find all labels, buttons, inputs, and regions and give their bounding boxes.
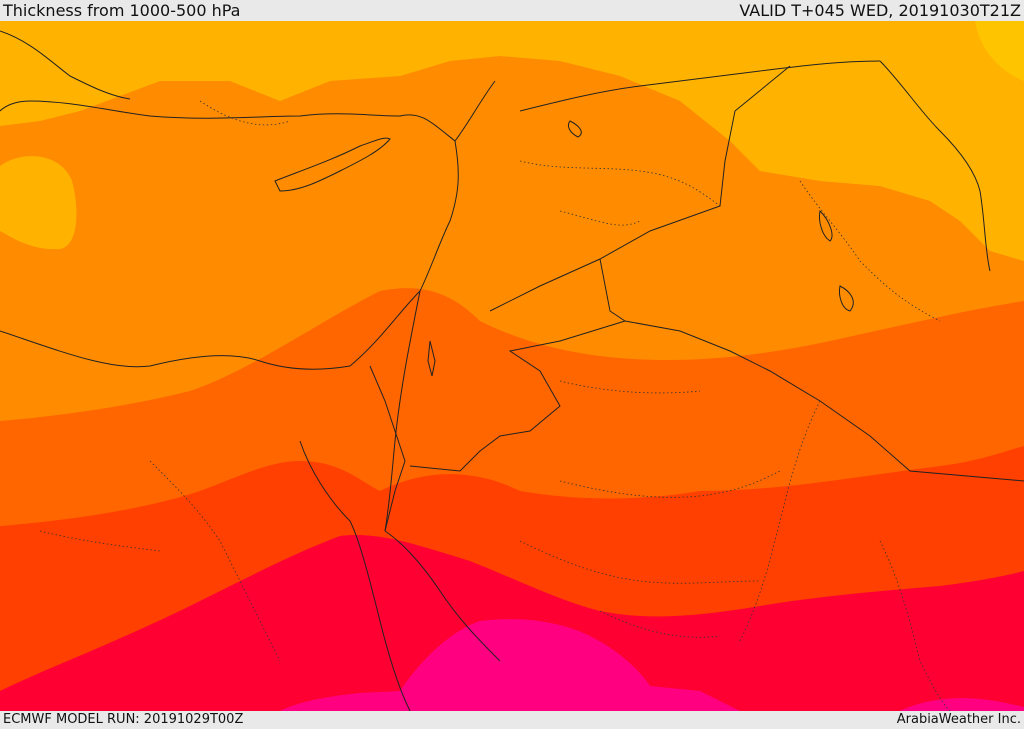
brand-credit: ArabiaWeather Inc. [896,712,1021,727]
map-title: Thickness from 1000-500 hPa [3,1,241,20]
band-6-area [280,619,740,711]
valid-time: VALID T+045 WED, 20191030T21Z [739,1,1021,20]
band-6-east [900,698,1024,711]
water-bodies [427,120,854,377]
bottom-bar: ECMWF MODEL RUN: 20191029T00Z ArabiaWeat… [0,711,1024,729]
band-1-west-blob [0,156,77,250]
province-borders [39,100,951,711]
band-1-area [0,21,1024,261]
map-canvas [0,21,1024,711]
thickness-map[interactable] [0,21,1024,711]
national-borders [369,65,1024,532]
model-run-label: ECMWF MODEL RUN: 20191029T00Z [3,712,244,727]
top-bar: Thickness from 1000-500 hPa VALID T+045 … [0,0,1024,21]
band-0-corner [975,21,1024,81]
